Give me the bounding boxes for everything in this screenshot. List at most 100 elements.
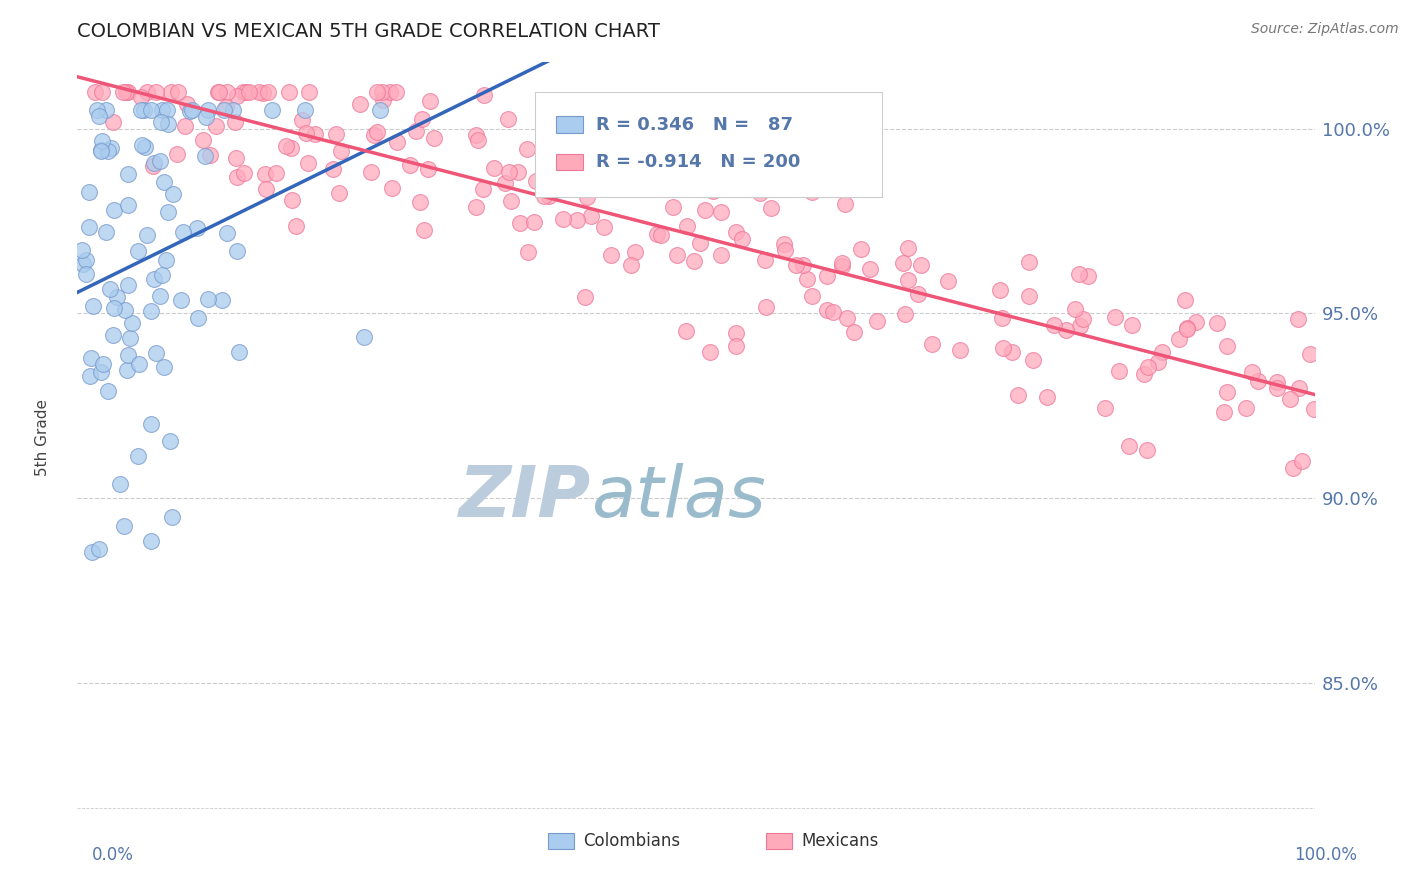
Point [117,167,139,181]
Point [921,336,943,351]
Point [150,103,173,118]
Point [1150,345,1173,359]
Point [72,257,94,271]
Point [385,85,408,99]
Point [366,85,388,99]
Point [117,85,139,99]
Point [194,149,217,163]
Point [77,185,100,199]
Point [565,213,588,227]
Point [575,190,598,204]
Point [1007,387,1029,401]
Point [198,148,221,162]
Point [498,165,520,179]
Point [412,222,434,236]
Point [749,186,772,200]
Point [111,85,134,99]
Point [506,164,529,178]
Point [494,177,516,191]
Point [755,300,778,314]
Point [411,112,433,127]
Point [1265,381,1288,395]
Point [170,293,193,307]
Point [419,94,441,108]
Point [145,345,167,359]
Point [252,86,274,100]
Point [702,184,724,198]
Point [761,201,783,215]
Point [222,103,245,118]
Point [77,220,100,235]
Point [831,256,853,270]
Text: R = 0.346   N =   87: R = 0.346 N = 87 [596,116,793,134]
Point [523,215,546,229]
Point [360,165,382,179]
FancyBboxPatch shape [557,116,583,133]
Point [197,103,219,118]
Point [82,300,104,314]
Text: Mexicans: Mexicans [801,832,879,850]
Point [150,115,173,129]
Point [910,259,932,273]
Point [97,384,120,399]
FancyBboxPatch shape [536,93,882,197]
Point [675,324,697,338]
Point [1299,346,1322,360]
Point [1278,392,1301,406]
Point [592,219,614,234]
Point [89,109,111,123]
Point [537,189,560,203]
Point [773,243,796,257]
Point [153,359,176,374]
Point [725,226,748,240]
Point [634,93,657,107]
Point [1303,401,1326,416]
Point [142,155,165,169]
Point [710,205,733,219]
Text: Colombians: Colombians [583,832,681,850]
Point [173,119,195,133]
Point [212,103,235,118]
Point [1118,438,1140,452]
Point [366,125,388,139]
Point [329,144,352,158]
Point [70,244,93,258]
Point [256,182,278,196]
Point [325,127,347,141]
Point [509,216,531,230]
Point [257,85,280,99]
Point [157,204,180,219]
Point [117,348,139,362]
Point [373,93,395,107]
Point [600,247,623,261]
Point [90,365,112,379]
Point [652,103,675,117]
Point [136,228,159,243]
Point [579,210,602,224]
Point [294,103,316,118]
Point [254,167,277,181]
Point [524,173,547,187]
Point [1042,318,1064,333]
Point [1286,312,1309,326]
Point [1288,382,1310,396]
Point [162,187,184,202]
Point [1216,384,1239,399]
Point [796,272,818,286]
Text: COLOMBIAN VS MEXICAN 5TH GRADE CORRELATION CHART: COLOMBIAN VS MEXICAN 5TH GRADE CORRELATI… [77,22,661,41]
Point [1036,390,1059,404]
Point [368,103,391,118]
Point [134,140,156,154]
Point [277,85,299,99]
Point [516,142,538,156]
Point [381,181,404,195]
Point [131,137,153,152]
Point [551,212,574,227]
Point [134,103,156,118]
Point [676,219,699,233]
Point [1121,318,1143,332]
Point [815,303,838,318]
Point [232,85,254,99]
Point [792,258,814,272]
Point [353,329,375,343]
